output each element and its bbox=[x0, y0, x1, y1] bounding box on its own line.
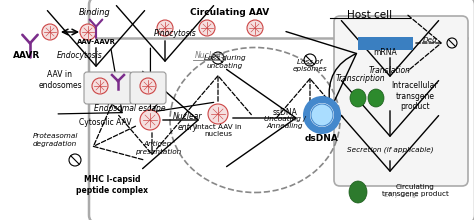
Circle shape bbox=[199, 20, 215, 36]
Circle shape bbox=[303, 96, 341, 134]
Text: Endosomal escape: Endosomal escape bbox=[94, 103, 166, 112]
Text: Cytosolic AAV: Cytosolic AAV bbox=[79, 117, 131, 126]
Text: MHC I-capsid
peptide complex: MHC I-capsid peptide complex bbox=[76, 175, 148, 195]
Text: Nucleus: Nucleus bbox=[195, 51, 226, 59]
Circle shape bbox=[247, 20, 263, 36]
FancyBboxPatch shape bbox=[89, 0, 474, 220]
Text: Host cell: Host cell bbox=[347, 10, 392, 20]
Circle shape bbox=[157, 20, 173, 36]
Text: AAV in
endosomes: AAV in endosomes bbox=[38, 70, 82, 90]
Circle shape bbox=[92, 78, 108, 94]
Text: ssDNA: ssDNA bbox=[273, 108, 298, 117]
Text: Binding: Binding bbox=[79, 7, 111, 16]
Text: Loss during
uncoating: Loss during uncoating bbox=[204, 55, 246, 69]
Circle shape bbox=[42, 24, 58, 40]
Text: Intact AAV in
nucleus: Intact AAV in nucleus bbox=[195, 123, 241, 136]
Text: Uncoating /
Annealing: Uncoating / Annealing bbox=[264, 116, 306, 128]
Text: Nuclear
entry: Nuclear entry bbox=[173, 112, 203, 132]
FancyBboxPatch shape bbox=[358, 37, 413, 50]
Circle shape bbox=[208, 104, 228, 124]
Ellipse shape bbox=[368, 89, 384, 107]
Text: Endocytosis: Endocytosis bbox=[57, 51, 103, 59]
Text: Deg: Deg bbox=[423, 37, 438, 43]
Text: Secretion (if applicable): Secretion (if applicable) bbox=[346, 147, 433, 153]
Circle shape bbox=[310, 103, 334, 127]
Text: mRNA: mRNA bbox=[373, 48, 397, 57]
Text: Intracellular
transgene
product: Intracellular transgene product bbox=[392, 81, 438, 111]
Text: Circulating AAV: Circulating AAV bbox=[191, 7, 270, 16]
Text: Translation: Translation bbox=[369, 66, 411, 75]
Text: dsDNA: dsDNA bbox=[305, 134, 339, 143]
Text: Loss of
episomes: Loss of episomes bbox=[292, 59, 328, 72]
Circle shape bbox=[140, 110, 160, 130]
Text: Pinocytosis: Pinocytosis bbox=[154, 29, 196, 37]
Text: Proteasomal
degradation: Proteasomal degradation bbox=[32, 134, 78, 147]
Text: Circulating
transgene product: Circulating transgene product bbox=[382, 183, 448, 196]
Text: Transcription: Transcription bbox=[335, 73, 385, 82]
Circle shape bbox=[140, 78, 156, 94]
Text: AAV-AAVR: AAV-AAVR bbox=[76, 39, 116, 45]
Text: ER / Golgi: ER / Golgi bbox=[384, 192, 418, 198]
Ellipse shape bbox=[349, 181, 367, 203]
Text: Antigen
presentation: Antigen presentation bbox=[135, 141, 181, 155]
Circle shape bbox=[80, 24, 96, 40]
FancyBboxPatch shape bbox=[84, 72, 132, 104]
FancyBboxPatch shape bbox=[334, 16, 468, 186]
Ellipse shape bbox=[350, 89, 366, 107]
Circle shape bbox=[311, 104, 333, 126]
Text: AAVR: AAVR bbox=[13, 51, 40, 59]
FancyBboxPatch shape bbox=[130, 72, 166, 104]
